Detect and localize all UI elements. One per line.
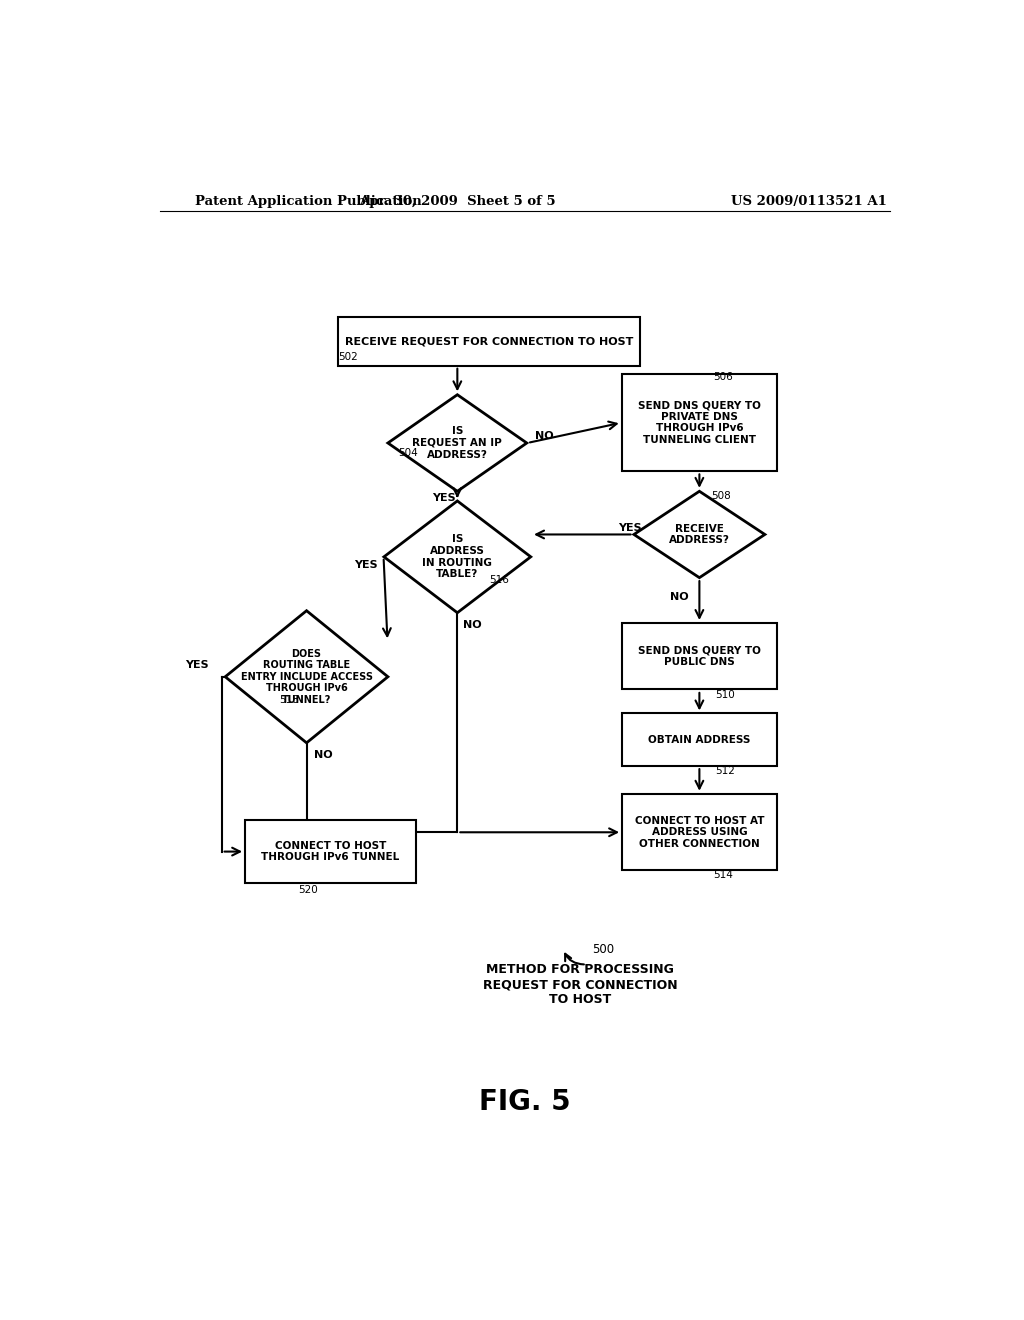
- Text: YES: YES: [618, 523, 642, 533]
- Text: NO: NO: [314, 750, 333, 760]
- Text: 508: 508: [712, 491, 731, 500]
- Text: US 2009/0113521 A1: US 2009/0113521 A1: [731, 194, 887, 207]
- Text: Patent Application Publication: Patent Application Publication: [196, 194, 422, 207]
- Text: Apr. 30, 2009  Sheet 5 of 5: Apr. 30, 2009 Sheet 5 of 5: [359, 194, 556, 207]
- Text: 506: 506: [714, 372, 733, 381]
- Polygon shape: [225, 611, 388, 743]
- Text: RECEIVE
ADDRESS?: RECEIVE ADDRESS?: [669, 524, 730, 545]
- Text: NO: NO: [670, 593, 689, 602]
- FancyBboxPatch shape: [622, 713, 777, 766]
- FancyBboxPatch shape: [338, 317, 640, 366]
- Text: 504: 504: [397, 447, 418, 458]
- Text: 510: 510: [715, 690, 735, 700]
- Text: 518: 518: [279, 696, 299, 705]
- Text: 516: 516: [489, 576, 509, 585]
- Text: IS
REQUEST AN IP
ADDRESS?: IS REQUEST AN IP ADDRESS?: [413, 426, 502, 459]
- Polygon shape: [634, 491, 765, 578]
- Polygon shape: [388, 395, 526, 491]
- Text: DOES
ROUTING TABLE
ENTRY INCLUDE ACCESS
THROUGH IPv6
TUNNEL?: DOES ROUTING TABLE ENTRY INCLUDE ACCESS …: [241, 648, 373, 705]
- Text: YES: YES: [354, 560, 378, 570]
- Text: 520: 520: [299, 886, 318, 895]
- Text: OBTAIN ADDRESS: OBTAIN ADDRESS: [648, 735, 751, 744]
- FancyBboxPatch shape: [245, 820, 416, 883]
- Text: 500: 500: [592, 944, 614, 956]
- Text: CONNECT TO HOST
THROUGH IPv6 TUNNEL: CONNECT TO HOST THROUGH IPv6 TUNNEL: [261, 841, 399, 862]
- Text: IS
ADDRESS
IN ROUTING
TABLE?: IS ADDRESS IN ROUTING TABLE?: [423, 535, 493, 579]
- Text: FIG. 5: FIG. 5: [479, 1088, 570, 1115]
- Polygon shape: [384, 500, 530, 612]
- Text: RECEIVE REQUEST FOR CONNECTION TO HOST: RECEIVE REQUEST FOR CONNECTION TO HOST: [345, 337, 633, 346]
- FancyBboxPatch shape: [622, 795, 777, 870]
- Text: 502: 502: [338, 351, 358, 362]
- FancyBboxPatch shape: [622, 623, 777, 689]
- Text: YES: YES: [185, 660, 209, 669]
- Text: CONNECT TO HOST AT
ADDRESS USING
OTHER CONNECTION: CONNECT TO HOST AT ADDRESS USING OTHER C…: [635, 816, 764, 849]
- Text: YES: YES: [432, 492, 456, 503]
- Text: 512: 512: [715, 766, 735, 776]
- Text: METHOD FOR PROCESSING
REQUEST FOR CONNECTION
TO HOST: METHOD FOR PROCESSING REQUEST FOR CONNEC…: [483, 964, 678, 1006]
- Text: SEND DNS QUERY TO
PUBLIC DNS: SEND DNS QUERY TO PUBLIC DNS: [638, 645, 761, 667]
- FancyBboxPatch shape: [622, 375, 777, 471]
- Text: SEND DNS QUERY TO
PRIVATE DNS
THROUGH IPv6
TUNNELING CLIENT: SEND DNS QUERY TO PRIVATE DNS THROUGH IP…: [638, 400, 761, 445]
- Text: NO: NO: [536, 430, 554, 441]
- Text: NO: NO: [463, 620, 481, 630]
- Text: 514: 514: [714, 870, 733, 880]
